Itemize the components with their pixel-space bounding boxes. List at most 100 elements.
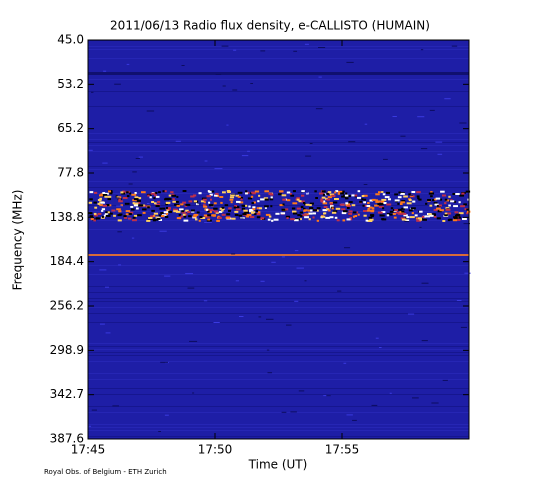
spectrogram-pixel (131, 193, 137, 196)
x-tick-label: 17:55 (325, 443, 360, 457)
spectrogram-pixel (118, 200, 123, 203)
spectrogram-pixel (88, 201, 92, 204)
spectrogram-pixel (286, 324, 292, 326)
spectrogram-pixel (381, 198, 387, 201)
spectrogram-row (88, 379, 469, 380)
spectrogram-pixel (206, 219, 212, 222)
spectrogram-pixel (176, 204, 180, 207)
spectrogram-pixel (448, 204, 451, 207)
spectrogram-pixel (389, 392, 392, 394)
spectrogram-pixel (134, 196, 139, 199)
spectrogram-pixel (202, 204, 206, 207)
spectrogram-pixel (192, 392, 195, 394)
spectrogram-pixel (348, 141, 356, 143)
spectrogram-row (88, 436, 469, 437)
spectrogram-pixel (229, 196, 235, 199)
spectrogram-pixel (193, 194, 197, 197)
spectrogram-pixel (267, 372, 273, 374)
spectrogram-pixel (397, 208, 402, 211)
spectrogram-pixel (435, 141, 443, 143)
spectrogram-pixel (152, 214, 156, 217)
spectrogram-pixel (312, 216, 315, 219)
spectrogram-pixel (303, 207, 306, 210)
spectrogram-pixel (172, 200, 177, 203)
spectrogram-pixel (301, 190, 305, 193)
spectrogram-pixel (234, 205, 237, 207)
spectrogram-pixel (401, 207, 405, 210)
spectrogram-pixel (147, 194, 150, 197)
spectrogram-pixel (264, 190, 270, 193)
spectrogram-pixel (132, 216, 136, 219)
spectrogram-pixel (237, 195, 241, 198)
spectrogram-row (88, 343, 469, 344)
spectrogram-pixel (270, 193, 274, 196)
spectrogram-pixel (135, 158, 140, 159)
x-tick-label: 17:50 (198, 443, 233, 457)
spectrogram-row (88, 355, 469, 356)
spectrogram-pixel (102, 194, 108, 196)
spectrogram-pixel (247, 197, 253, 200)
spectrogram-pixel (320, 198, 323, 201)
spectrogram-pixel (456, 213, 461, 216)
spectrogram-row (88, 388, 469, 389)
spectrogram-row (88, 181, 469, 182)
spectrogram-pixel (323, 206, 328, 208)
spectrogram-row (88, 406, 469, 407)
spectrogram-pixel (180, 215, 184, 218)
spectrogram-row (88, 58, 469, 59)
spectrogram-pixel (228, 209, 231, 212)
spectrogram-pixel (347, 203, 351, 206)
y-tick-label: 45.0 (57, 33, 84, 47)
spectrogram-row (88, 133, 469, 134)
spectrogram-pixel (224, 204, 229, 207)
spectrogram-pixel (239, 197, 244, 199)
spectrogram-pixel (239, 316, 244, 317)
spectrogram-pixel (250, 83, 254, 84)
spectrogram-pixel (298, 200, 302, 203)
spectrogram-pixel (107, 198, 112, 201)
spectrogram-pixel (378, 191, 381, 194)
spectrogram-pixel (414, 214, 418, 217)
spectrogram-pixel (459, 194, 464, 197)
spectrogram-pixel (429, 109, 435, 111)
spectrogram-pixel (408, 199, 412, 202)
spectrogram-pixel (456, 300, 462, 301)
spectrogram-pixel (219, 207, 222, 210)
spectrogram-pixel (296, 197, 300, 200)
spectrogram-pixel (445, 207, 450, 210)
spectrogram-pixel (94, 191, 98, 194)
spectrogram-pixel (382, 193, 386, 196)
spectrogram-pixel (304, 203, 307, 206)
spectrogram-row (88, 313, 469, 314)
spectrogram-pixel (304, 280, 307, 282)
spectrogram-pixel (109, 191, 113, 194)
spectrogram-row (88, 424, 469, 425)
spectrogram-pixel (290, 411, 297, 413)
spectrogram-pixel (300, 206, 304, 208)
spectrogram-pixel (309, 143, 313, 144)
spectrogram-pixel (258, 316, 262, 318)
spectrogram-pixel (419, 218, 423, 221)
spectrogram-pixel (233, 206, 236, 209)
spectrogram-pixel (91, 91, 94, 93)
spectrogram-pixel (315, 108, 323, 110)
spectrogram-pixel (257, 200, 260, 203)
y-tick-label: 342.7 (50, 387, 84, 401)
spectrogram-pixel (447, 212, 452, 215)
spectrogram-pixel (406, 216, 410, 219)
spectrogram-pixel (164, 198, 170, 201)
spectrogram-row (88, 72, 469, 75)
spectrogram-pixel (335, 190, 339, 193)
spectrogram-pixel (178, 214, 182, 216)
spectrogram-pixel (442, 379, 448, 381)
spectrogram-pixel (401, 210, 405, 213)
spectrogram-pixel (157, 200, 161, 203)
spectrogram-pixel (89, 198, 93, 201)
spectrogram-pixel (278, 193, 282, 196)
spectrogram-pixel (346, 61, 354, 63)
spectrogram-pixel (151, 201, 155, 203)
spectrogram-pixel (281, 194, 287, 197)
spectrogram-pixel (318, 47, 326, 48)
spectrogram-pixel (368, 206, 373, 209)
spectrogram-pixel (303, 209, 308, 212)
